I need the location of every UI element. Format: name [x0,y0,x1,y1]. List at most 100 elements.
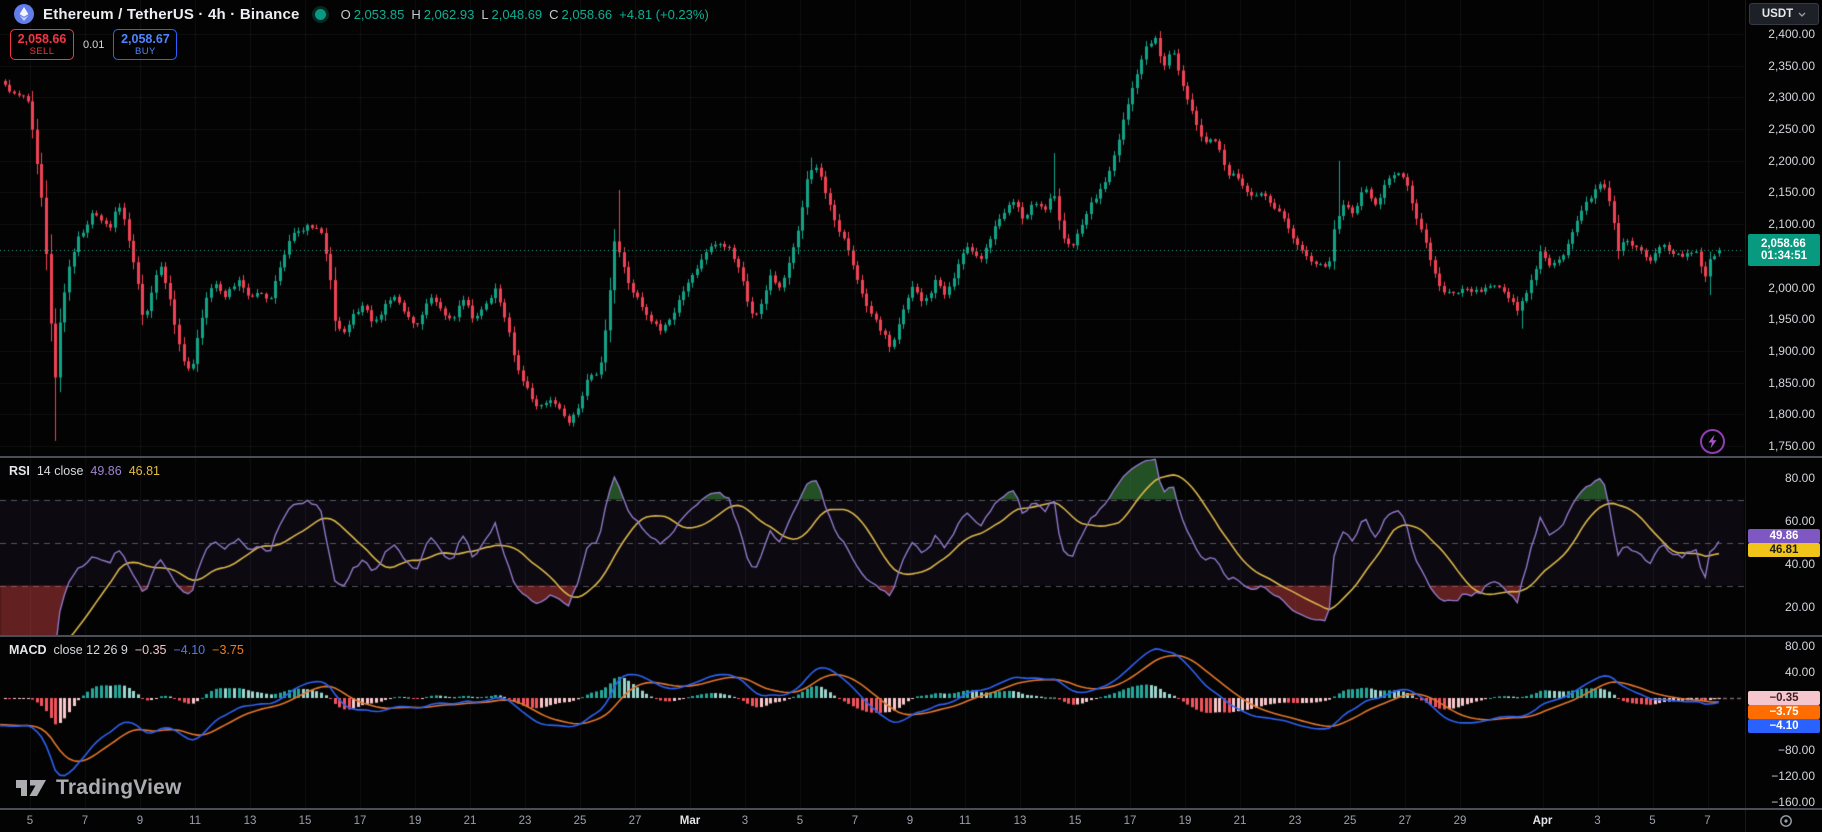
rsi-ma-value: 46.81 [128,464,160,478]
pane-separator-main-rsi[interactable] [0,456,1822,458]
time-axis-label: 7 [851,815,859,827]
time-axis-label: 15 [1068,815,1082,827]
high-label: H [411,6,421,22]
rsi-axis-label: 60.00 [1784,514,1815,528]
currency-selector-button[interactable]: USDT [1749,3,1819,25]
time-axis-label: 9 [136,815,144,827]
time-axis-label: 13 [1013,815,1027,827]
price-axis-label: 2,100.00 [1768,217,1815,232]
open-label: O [340,6,351,22]
rsi-ma-value-badge: 46.81 [1748,542,1820,557]
macd-title: MACD [9,643,47,657]
macd-params: close 12 26 9 [53,643,128,657]
time-axis-label: 3 [1594,815,1601,827]
time-axis-label: 23 [1288,815,1302,827]
price-axis-label: 2,150.00 [1768,185,1815,200]
time-axis-label: 13 [243,815,257,827]
time-axis-label: 11 [959,815,971,827]
price-axis-label: 1,950.00 [1768,312,1815,327]
instant-trading-icon[interactable] [1699,428,1726,455]
sell-price: 2,058.66 [17,31,67,46]
close-label: C [549,6,559,22]
price-axis-label: 2,300.00 [1768,90,1815,105]
open-value: 2,053.85 [353,6,405,22]
macd-legend[interactable]: MACD close 12 26 9 −0.35 −4.10 −3.75 [9,643,244,657]
price-axis-label: 1,800.00 [1768,407,1815,422]
time-axis-label: 27 [628,815,642,827]
macd-signal-value: −3.75 [212,643,244,657]
time-axis-label: 5 [796,815,804,827]
time-axis-label: 29 [1453,815,1467,827]
high-value: 2,062.93 [423,6,475,22]
buy-label: BUY [135,45,156,57]
rsi-legend[interactable]: RSI 14 close 49.86 46.81 [9,464,160,478]
tradingview-logo-text: TradingView [56,776,182,799]
price-axis-label: 1,900.00 [1768,343,1815,358]
symbol-header: Ethereum / TetherUS · 4h · Binance O 2,0… [14,4,709,24]
macd-hist-value: −0.35 [134,643,167,657]
time-axis-label: 11 [189,815,201,827]
rsi-axis-label: 20.00 [1784,600,1815,614]
spread-value: 0.01 [83,38,105,51]
macd-line-badge: −4.10 [1748,719,1820,734]
time-axis-label: 25 [573,815,587,827]
rsi-value-badge: 49.86 [1748,528,1820,543]
ohlc-readout: O 2,053.85 H 2,062.93 L 2,048.69 C 2,058… [341,7,709,22]
low-label: L [481,6,489,22]
trade-panel: 2,058.66 SELL 0.01 2,058.67 BUY [10,29,178,60]
macd-axis-label: −120.00 [1771,769,1815,784]
time-axis-label: 7 [1704,815,1711,827]
time-axis-label: 9 [906,815,914,827]
price-axis-label: 2,250.00 [1768,122,1815,137]
time-axis[interactable]: 5 7 9 11 13 15 17 19 21 23 25 27 Mar 3 5 7 9 11 13 15 17 19 21… [0,810,1822,832]
time-axis-label: 7 [81,815,89,827]
price-axis-label: 1,850.00 [1768,375,1815,390]
market-status-dot-icon [314,8,326,20]
time-axis-label: 21 [463,815,477,827]
close-value: 2,058.66 [561,6,613,22]
time-axis-label: 19 [1178,815,1192,827]
tradingview-mark-icon [16,780,46,796]
macd-indicator-pane[interactable] [0,637,1745,808]
time-axis-label: 17 [1123,815,1137,827]
time-axis-label: 27 [1398,815,1412,827]
main-candlestick-chart[interactable] [0,0,1745,456]
macd-signal-badge: −3.75 [1748,705,1820,720]
symbol-title[interactable]: Ethereum / TetherUS · 4h · Binance [43,5,300,23]
time-axis-month-label: Apr [1532,815,1553,827]
time-axis-month-label: Mar [679,815,701,827]
tradingview-logo[interactable]: TradingView [16,776,182,800]
currency-label: USDT [1761,8,1794,20]
rsi-axis-label: 40.00 [1784,557,1815,571]
time-axis-label: 5 [26,815,34,827]
buy-button[interactable]: 2,058.67 BUY [113,29,178,60]
time-axis-label: 23 [518,815,532,827]
price-axis-label: 1,750.00 [1768,438,1815,453]
time-axis-label: 21 [1233,815,1247,827]
price-axis-label: 2,350.00 [1768,58,1815,73]
buy-price: 2,058.67 [121,31,170,46]
macd-axis-label: −160.00 [1771,795,1815,810]
rsi-line-value: 49.86 [90,464,122,478]
time-axis-label: 25 [1343,815,1357,827]
axis-settings-gear-icon[interactable] [1778,813,1794,832]
rsi-params: 14 close [36,464,84,478]
price-axis-label: 2,400.00 [1768,27,1815,41]
time-axis-label: 19 [408,815,422,827]
rsi-indicator-pane[interactable] [0,458,1745,635]
pane-separator-macd-timeaxis [0,808,1822,810]
sell-label: SELL [29,45,55,57]
time-axis-label: 15 [298,815,312,827]
sell-button[interactable]: 2,058.66 SELL [10,29,74,60]
pane-separator-rsi-macd[interactable] [0,635,1822,637]
time-axis-label: 3 [741,815,749,827]
change-value: +4.81 (+0.23%) [619,6,709,22]
chevron-down-icon [1798,12,1806,17]
time-axis-label: 17 [353,815,367,827]
macd-axis-label: 80.00 [1784,638,1815,653]
price-axis-label: 2,000.00 [1768,280,1815,295]
macd-line-value: −4.10 [173,643,206,657]
time-axis-label: 5 [1649,815,1656,827]
price-axis[interactable]: 2,400.00 2,350.00 2,300.00 2,250.00 2,200.00… [1745,0,1822,832]
